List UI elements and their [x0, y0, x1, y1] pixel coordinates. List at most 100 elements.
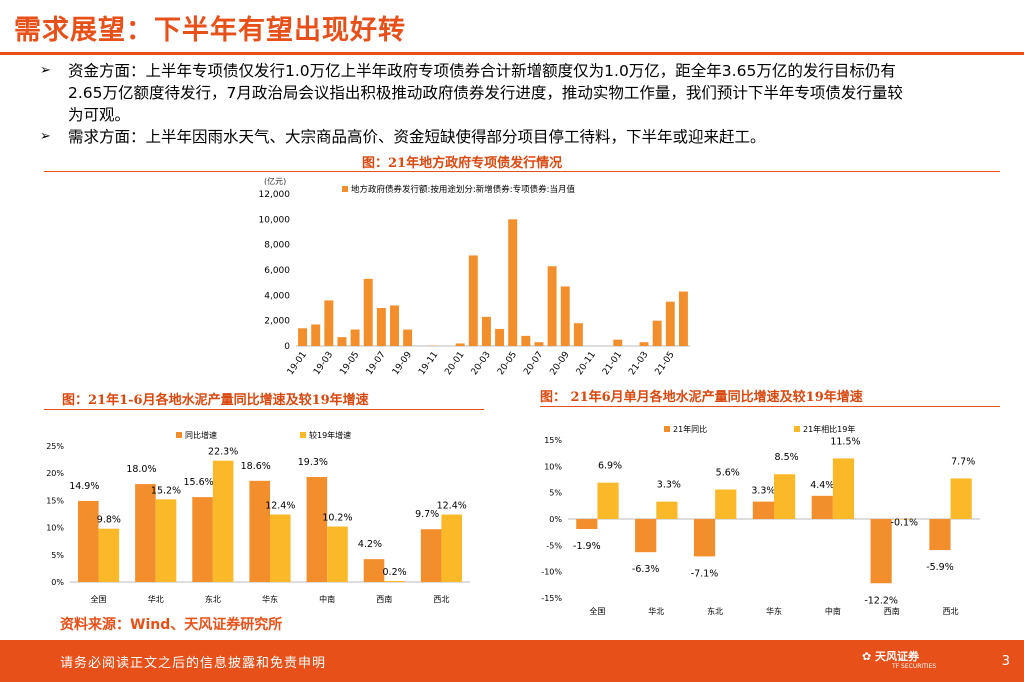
bar-西北-21年相比19年	[950, 478, 972, 519]
category-label: 中南	[825, 606, 841, 616]
chart1-top-rule	[44, 171, 1000, 172]
legend-swatch	[794, 426, 800, 432]
bar-中南-较19年增速	[327, 526, 348, 582]
bar-华北-21年相比19年	[656, 501, 678, 519]
bar-21-01	[613, 339, 623, 346]
bar-20-04	[495, 328, 505, 346]
data-label: 18.6%	[241, 461, 271, 472]
bullet-text-demand: 需求方面：上半年因雨水天气、大宗商品高价、资金短缺使得部分项目停工待料，下半年或…	[68, 128, 766, 146]
bar-21-03	[639, 342, 649, 346]
y-tick-label: 0%	[51, 578, 64, 587]
data-label: 12.4%	[437, 501, 467, 512]
legend-label: 地方政府债券发行额:按用途划分:新增债券:专项债券:当月值	[351, 184, 575, 195]
bullet-demand: ➢ 需求方面：上半年因雨水天气、大宗商品高价、资金短缺使得部分项目停工待料，下半…	[38, 126, 918, 148]
data-label: -1.9%	[573, 541, 601, 552]
category-label: 东北	[205, 594, 221, 604]
bar-西南-21年相比19年	[891, 519, 913, 520]
bullet-list: ➢ 资金方面：上半年专项债仅发行1.0万亿上半年政府专项债券合计新增额度仅为1.…	[38, 60, 918, 148]
page-title: 需求展望：下半年有望出现好转	[14, 15, 406, 46]
legend-swatch	[176, 432, 182, 438]
y-tick-label: 8,000	[264, 241, 290, 251]
bar-华东-21年相比19年	[774, 474, 796, 519]
data-label: 11.5%	[830, 436, 860, 447]
data-label: 3.3%	[751, 486, 775, 497]
footer-disclaimer[interactable]: 请务必阅读正文之后的信息披露和免责申明	[60, 656, 327, 671]
bar-西北-21年同比	[929, 519, 951, 551]
title-rule	[0, 52, 1024, 55]
category-label: 华东	[262, 594, 278, 604]
data-label: 12.4%	[265, 501, 295, 512]
bar-21-04	[652, 320, 662, 346]
bar-西南-同比增速	[363, 559, 385, 582]
brand-name: 天风证券	[875, 650, 920, 663]
y-tick-label: 10%	[544, 462, 562, 471]
category-label: 中南	[319, 594, 335, 604]
y-tick-label: 10,000	[259, 215, 291, 225]
brand-logo: ✿ 天风证券	[862, 650, 920, 663]
brand-logo-sub: TF SECURITIES	[892, 663, 937, 670]
category-label: 华北	[648, 606, 664, 616]
bullet-funding: ➢ 资金方面：上半年专项债仅发行1.0万亿上半年政府专项债券合计新增额度仅为1.…	[38, 60, 918, 126]
chart1-caption: 图：21年地方政府专项债发行情况	[362, 156, 563, 171]
x-tick-label: 19-03	[312, 350, 335, 377]
y-tick-label: 0%	[549, 515, 562, 524]
category-label: 全国	[589, 606, 605, 616]
data-label: -6.3%	[632, 564, 660, 575]
y-tick-label: 5%	[51, 551, 64, 560]
bar-20-02	[468, 255, 478, 346]
y-tick-label: 5%	[549, 489, 562, 498]
bar-20-03	[481, 316, 491, 346]
page-number: 3	[1001, 654, 1010, 669]
chart3-caption: 图： 21年6月单月各地水泥产量同比增速及较19年增速	[540, 390, 863, 405]
x-tick-label: 19-05	[338, 350, 361, 377]
bar-东北-同比增速	[192, 497, 213, 582]
bar-20-07	[534, 342, 544, 346]
bar-华北-较19年增速	[155, 499, 177, 582]
y-tick-label: 10%	[46, 524, 64, 533]
arrow-bullet-icon: ➢	[40, 63, 51, 78]
bar-20-05	[508, 219, 518, 346]
legend-swatch	[664, 426, 670, 432]
chart-special-bond-issuance: (亿元) 地方政府债券发行额:按用途划分:新增债券:专项债券:当月值 0 2,000 4…	[259, 176, 690, 377]
data-label: 10.2%	[322, 513, 352, 524]
footer-bar: 请务必阅读正文之后的信息披露和免责申明 ✿ 天风证券 TF SECURITIES…	[0, 640, 1024, 682]
bar-19-05	[350, 329, 360, 346]
y-tick-label: -15%	[541, 594, 562, 603]
bar-20-06	[521, 335, 531, 346]
category-label: 西北	[943, 607, 959, 616]
data-label: -12.2%	[864, 595, 898, 606]
chart-cement-output-h1: 0% 5% 10% 15% 20% 25% 同比增速 较19年增速 14.9% 9.8% 全国 18.…	[46, 430, 470, 604]
category-label: 华北	[148, 594, 164, 604]
y-tick-label: 6,000	[264, 266, 290, 276]
bar-20-08	[547, 266, 557, 346]
legend-label: 较19年增速	[309, 430, 351, 440]
data-label: -5.9%	[926, 562, 954, 573]
bar-华东-较19年增速	[270, 514, 291, 582]
bar-19-01	[298, 328, 308, 346]
bar-华北-同比增速	[135, 484, 156, 582]
data-label: 15.6%	[183, 477, 213, 488]
data-label: 4.2%	[358, 539, 382, 550]
bar-19-08	[390, 305, 399, 346]
data-label: 8.5%	[775, 452, 799, 463]
x-tick-label: 20-05	[496, 350, 519, 377]
y-tick-label: -10%	[541, 568, 562, 577]
x-tick-label: 19-01	[286, 350, 309, 377]
source-note: 资料来源：Wind、天风证券研究所	[60, 617, 283, 633]
data-label: 5.6%	[716, 468, 740, 479]
bar-20-01	[455, 343, 465, 346]
category-label: 西南	[884, 606, 900, 616]
x-tick-label: 20-07	[522, 350, 545, 377]
data-label: 9.7%	[415, 509, 439, 520]
data-label: 7.7%	[951, 456, 975, 467]
data-label: 6.9%	[598, 461, 622, 472]
bar-19-09	[403, 329, 413, 346]
x-tick-label: 20-03	[470, 350, 493, 377]
bar-20-10	[573, 323, 583, 346]
bar-华东-21年同比	[752, 501, 774, 519]
data-label: 4.4%	[810, 480, 834, 491]
chart2-caption: 图：21年1-6月各地水泥产量同比增速及较19年增速	[62, 393, 369, 408]
bar-全国-同比增速	[78, 500, 99, 582]
y-tick-label: 12,000	[259, 190, 291, 200]
category-label: 西南	[376, 594, 392, 604]
